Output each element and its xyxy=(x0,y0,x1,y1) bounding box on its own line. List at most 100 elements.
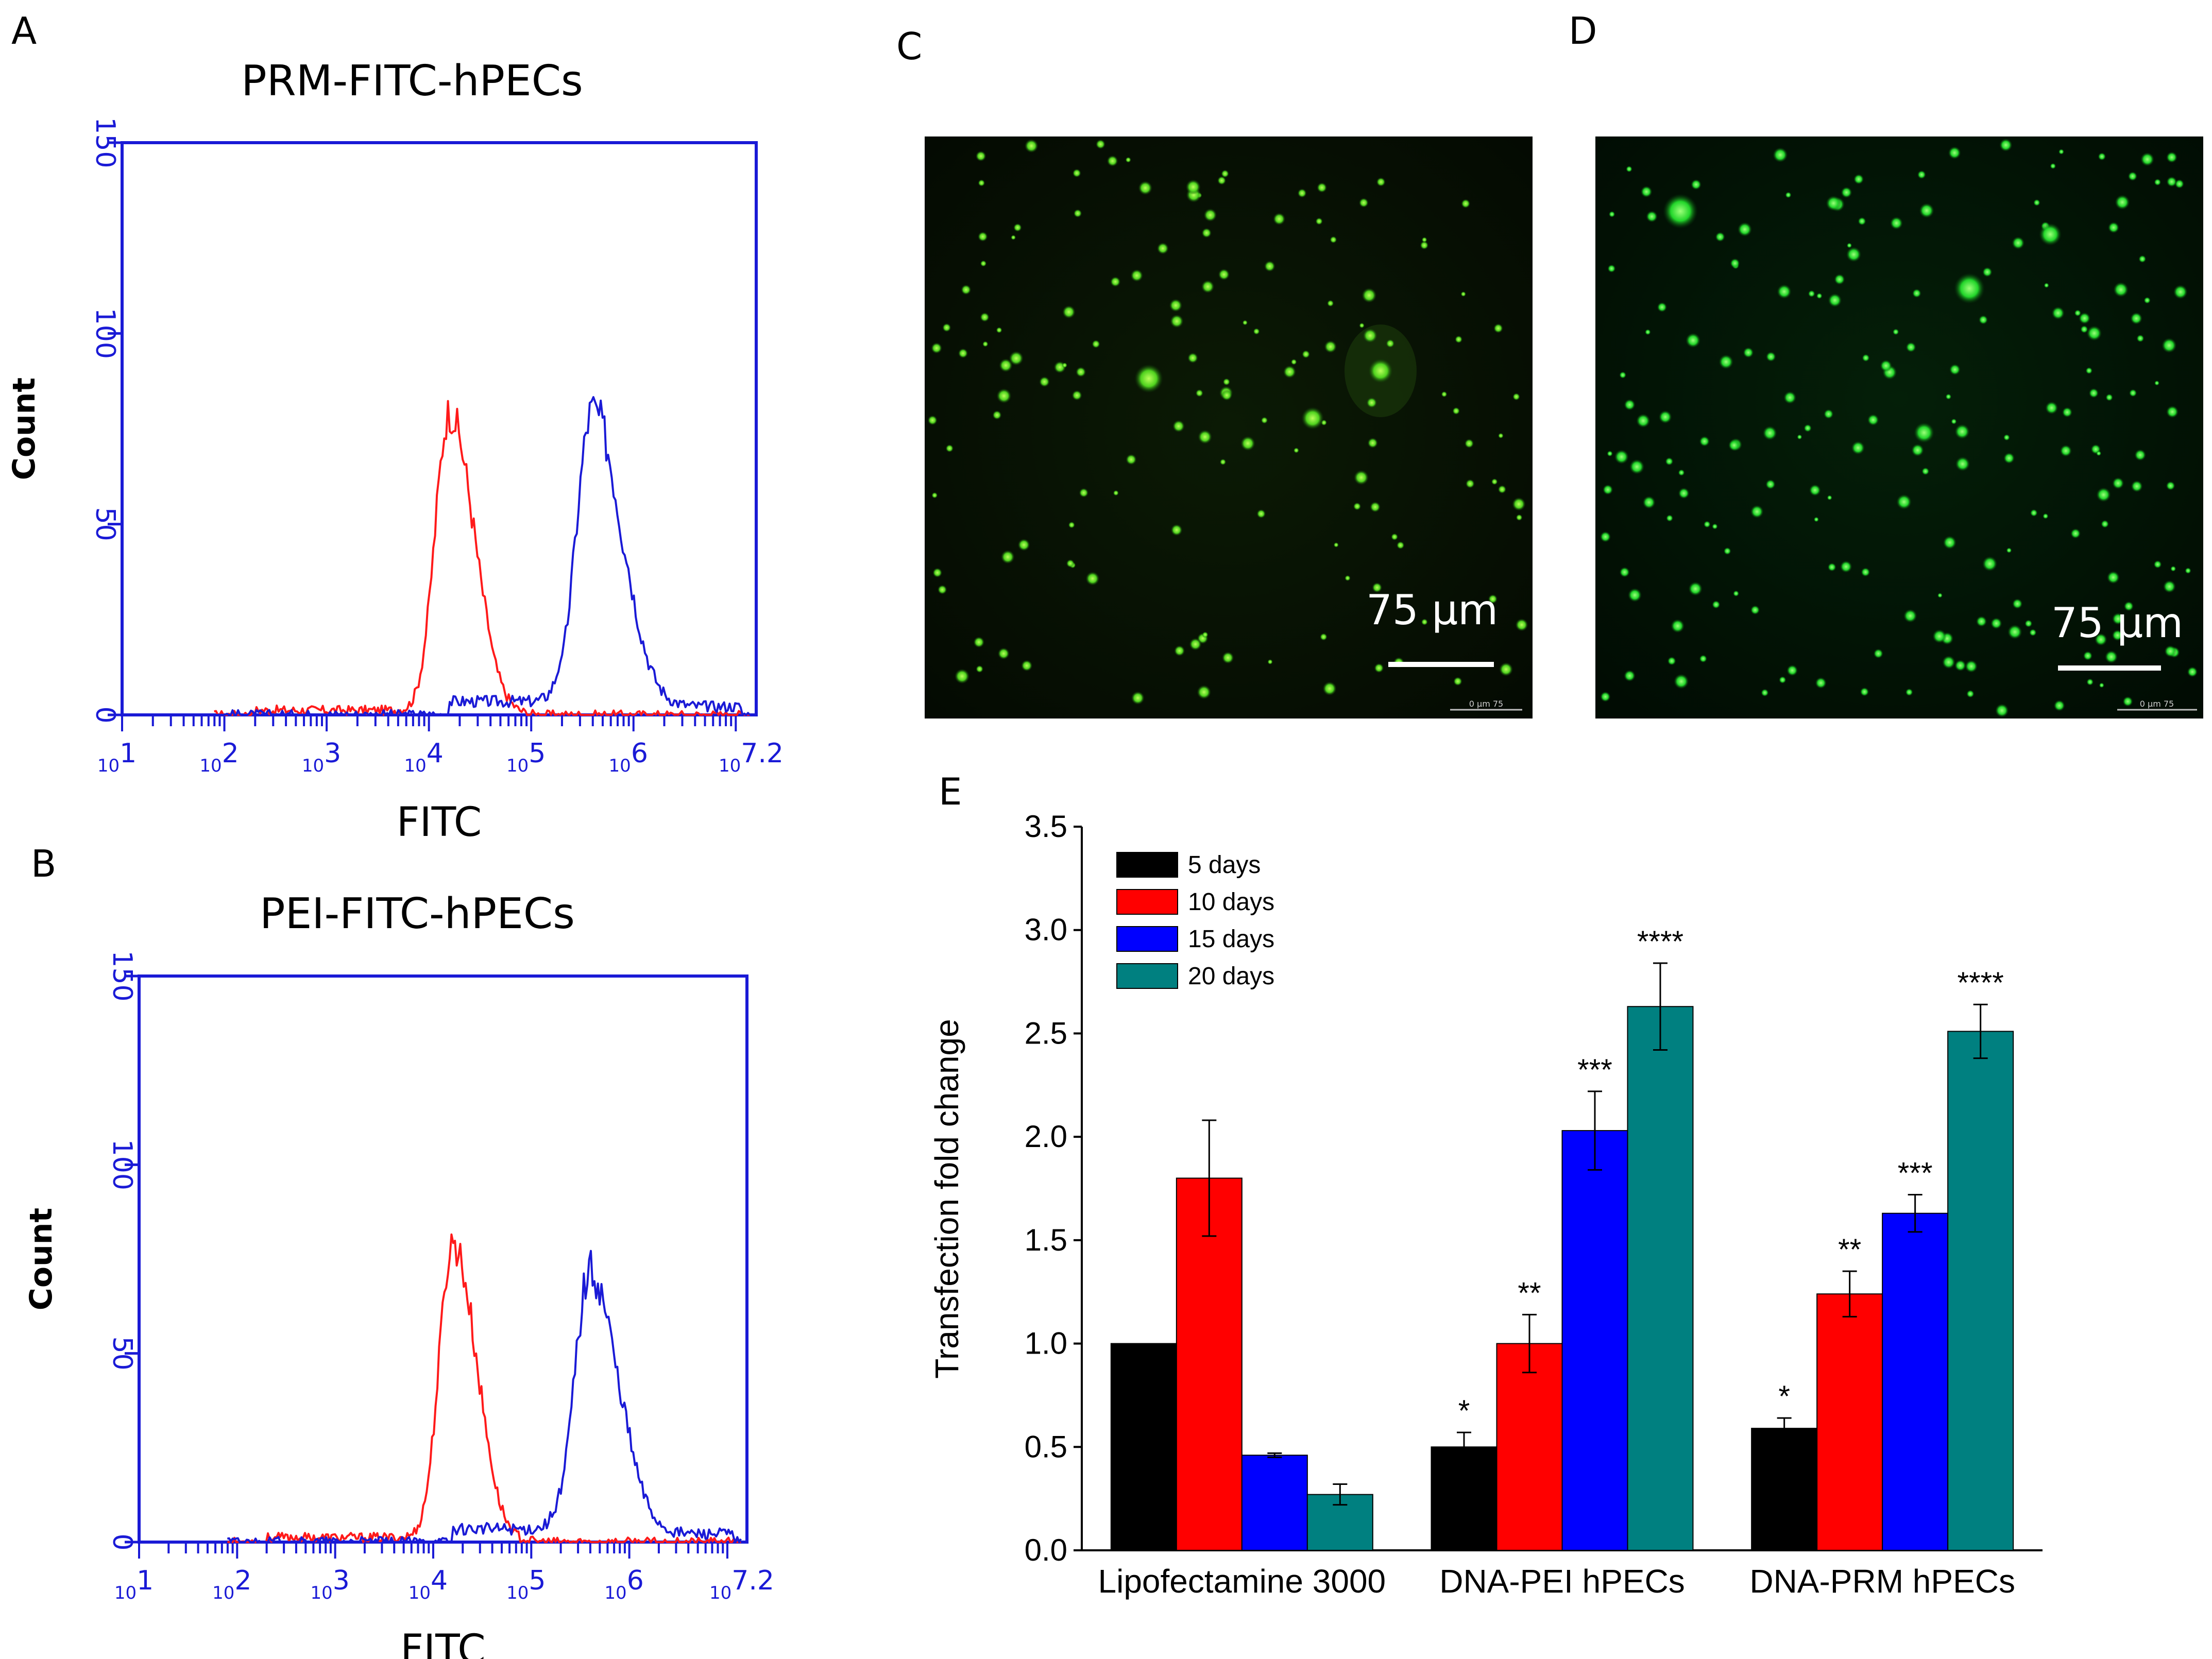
cell xyxy=(2134,449,2147,461)
x-tick-label: 106 xyxy=(609,738,648,776)
cell xyxy=(1827,562,1836,572)
cell xyxy=(2086,326,2102,341)
cell xyxy=(1201,228,1212,238)
cell xyxy=(2143,297,2151,304)
cell xyxy=(2154,380,2159,386)
cell xyxy=(1391,533,1399,541)
cell xyxy=(1945,394,1952,400)
panel-letter-c: C xyxy=(896,25,922,68)
cell xyxy=(1723,547,1731,555)
y-axis-label: Count xyxy=(23,1208,59,1310)
cell xyxy=(1455,335,1463,344)
cell xyxy=(999,358,1013,372)
cell xyxy=(1370,501,1381,512)
cell xyxy=(1221,169,1229,178)
cell xyxy=(1809,484,1821,497)
cell xyxy=(1667,656,1676,665)
y-tick-label: 150 xyxy=(90,117,121,168)
cell xyxy=(1905,688,1913,696)
cell xyxy=(2044,282,2049,288)
cell xyxy=(1126,454,1137,465)
cell xyxy=(1062,362,1067,368)
cell xyxy=(2115,195,2130,210)
cell xyxy=(1666,515,1674,522)
cell xyxy=(1921,467,1930,475)
cell xyxy=(2112,629,2123,641)
cell xyxy=(1222,378,1231,386)
plot-frame xyxy=(138,974,748,1544)
panel-a: A PRM-FITC-hPECs 0 50 100 150 Count 101 102 103… xyxy=(6,9,784,846)
cell xyxy=(1039,376,1050,387)
cell xyxy=(1516,514,1523,521)
bar xyxy=(1110,1343,1177,1551)
cell xyxy=(992,410,1002,420)
cell xyxy=(1240,436,1255,451)
cell xyxy=(1017,538,1030,551)
cell xyxy=(982,341,989,347)
cell xyxy=(1353,470,1369,485)
cell xyxy=(2003,452,2015,464)
x-tick-label: 106 xyxy=(604,1565,643,1603)
x-tick-label: 102 xyxy=(212,1565,251,1603)
cell xyxy=(1172,420,1185,433)
cell xyxy=(1499,662,1513,677)
cell xyxy=(978,179,985,187)
cell xyxy=(2062,407,2073,418)
cell xyxy=(2128,172,2138,181)
cell xyxy=(1840,560,1852,573)
cell xyxy=(1761,689,1769,697)
cell xyxy=(1607,450,1613,457)
cell xyxy=(2166,405,2179,418)
cell xyxy=(2131,480,2143,492)
cell xyxy=(2050,163,2056,169)
cell xyxy=(1441,391,1448,398)
cell xyxy=(1678,469,1685,476)
y-axis-label: Count xyxy=(6,378,42,480)
legend-label: 15 days xyxy=(1188,926,1274,953)
micrograph-d-cells xyxy=(1600,138,2198,717)
cell xyxy=(2174,179,2184,189)
significance-label: **** xyxy=(1958,966,2004,1000)
cell xyxy=(1826,195,1842,211)
cell xyxy=(1283,365,1296,379)
cell xyxy=(1600,531,1611,542)
cell xyxy=(2138,255,2147,263)
cell xyxy=(1691,179,1701,190)
cell xyxy=(1624,399,1636,411)
cell xyxy=(2045,401,2058,415)
cell xyxy=(1488,594,1498,604)
cell xyxy=(1827,495,1832,501)
cell xyxy=(1657,302,1667,313)
cell xyxy=(1092,339,1100,349)
cell xyxy=(1600,691,1611,702)
cell xyxy=(1071,390,1082,401)
y-tick-label: 1.5 xyxy=(1025,1223,1067,1257)
legend-label: 5 days xyxy=(1188,851,1261,879)
x-tick-label: 107.2 xyxy=(719,738,784,776)
cell xyxy=(1608,211,1615,218)
x-tick-label: 104 xyxy=(404,738,443,776)
y-tick-label: 2.0 xyxy=(1025,1119,1067,1154)
cell xyxy=(2123,601,2134,611)
bar xyxy=(1627,1006,1694,1551)
cell xyxy=(1317,182,1328,193)
cell xyxy=(1828,293,1842,307)
cell xyxy=(1359,322,1365,329)
cell xyxy=(2012,598,2023,609)
cell xyxy=(1000,550,1015,564)
cell xyxy=(1187,352,1198,364)
bar xyxy=(1241,1455,1308,1551)
x-axis-label: FITC xyxy=(400,1627,485,1659)
cell xyxy=(1293,447,1299,453)
legend-label: 20 days xyxy=(1188,963,1274,990)
cell xyxy=(1195,389,1203,397)
cell xyxy=(1846,243,1852,248)
cell xyxy=(2003,434,2010,441)
cell xyxy=(1619,371,1627,379)
cell xyxy=(1603,484,1613,495)
cell xyxy=(2024,620,2033,628)
cell xyxy=(2173,284,2188,299)
cell xyxy=(2154,178,2162,186)
cell xyxy=(1367,437,1378,449)
